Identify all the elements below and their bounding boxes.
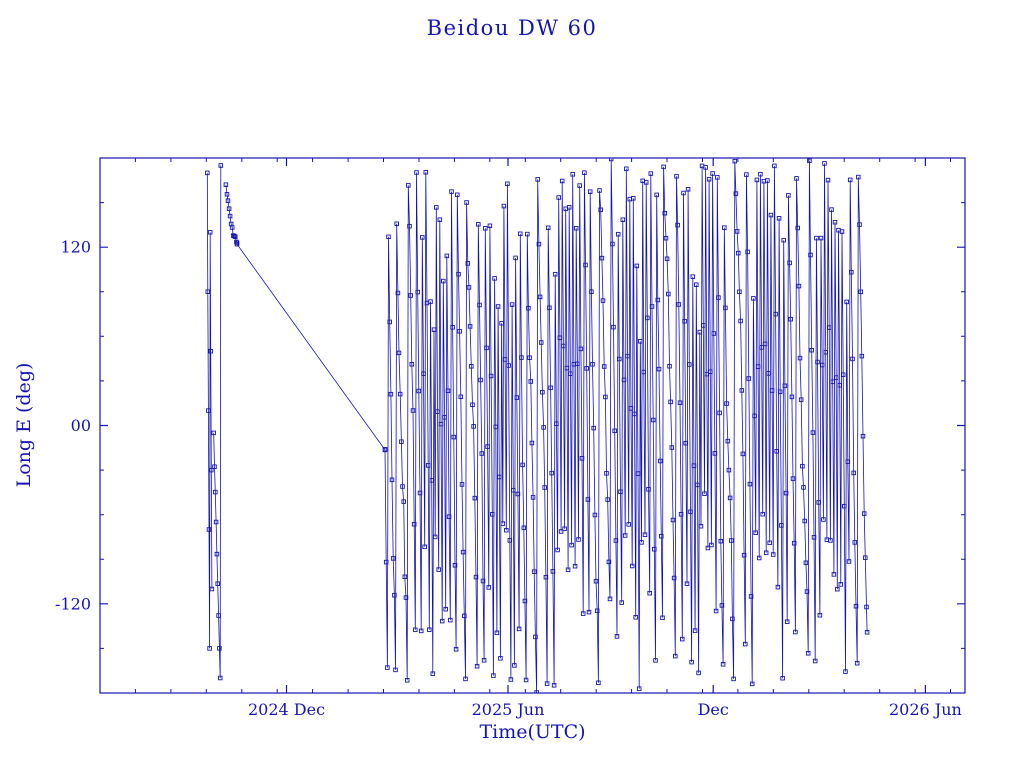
longitude-series: [205, 158, 870, 693]
minor-ticks: [100, 158, 965, 693]
chart-title: Beidou DW 60: [426, 16, 598, 40]
major-ticks: [100, 158, 965, 693]
series-line: [206, 158, 868, 693]
x-axis-label: Time(UTC): [479, 721, 586, 743]
series-markers: [205, 158, 870, 693]
x-tick-label: 2025 Jun: [472, 700, 545, 719]
plot-frame: [99, 157, 966, 694]
y-tick-label: 00: [71, 416, 91, 435]
y-tick-label: 120: [60, 238, 91, 257]
x-tick-label: 2024 Dec: [248, 700, 325, 719]
x-tick-label: Dec: [698, 700, 729, 719]
y-axis-label: Long E (deg): [13, 362, 35, 488]
y-tick-label: -120: [55, 594, 91, 613]
x-tick-label: 2026 Jun: [889, 700, 962, 719]
